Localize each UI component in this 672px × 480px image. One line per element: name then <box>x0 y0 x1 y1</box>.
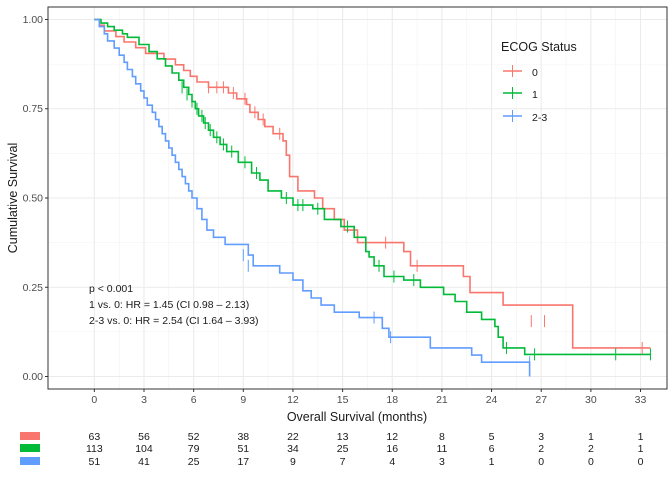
y-tick-label: 0.50 <box>23 193 44 205</box>
gridlines <box>48 7 667 389</box>
axis-ticks: 0 3 6 9 12 15 18 21 24 27 30 33 0.00 0.25 0.50 0.75 1.00 <box>23 6 668 406</box>
legend-keys <box>503 65 522 122</box>
x-axis-title: Overall Survival (months) <box>287 410 427 424</box>
hr-23-vs-0-text: 2-3 vs. 0: HR = 2.54 (CI 1.64 – 3.93) <box>89 315 259 327</box>
risk-count-0: 38 <box>237 431 249 443</box>
risk-count-2-3: 0 <box>538 456 544 468</box>
survival-curve-1 <box>94 18 651 356</box>
censor-marks <box>181 81 651 369</box>
risk-count-2-3: 51 <box>88 456 100 468</box>
risk-row-swatch-1 <box>20 444 40 452</box>
x-tick-label: 3 <box>141 394 147 406</box>
legend-label-0: 0 <box>532 67 538 79</box>
x-tick-label: 12 <box>287 394 299 406</box>
risk-count-2-3: 3 <box>439 456 445 468</box>
risk-count-0: 5 <box>489 431 495 443</box>
risk-count-1: 25 <box>337 443 349 455</box>
p-value-text: p < 0.001 <box>89 283 133 295</box>
x-tick-label: 6 <box>191 394 197 406</box>
x-tick-label: 21 <box>436 394 448 406</box>
risk-count-0: 13 <box>337 431 349 443</box>
risk-count-0: 1 <box>638 431 644 443</box>
risk-count-2-3: 4 <box>389 456 395 468</box>
risk-count-1: 2 <box>538 443 544 455</box>
legend-title: ECOG Status <box>501 40 577 54</box>
risk-count-1: 2 <box>588 443 594 455</box>
risk-count-2-3: 9 <box>290 456 296 468</box>
risk-row-swatch-2-3 <box>20 457 40 465</box>
stats-annotation: p < 0.001 1 vs. 0: HR = 1.45 (CI 0.98 – … <box>89 283 259 327</box>
y-tick-label: 0.00 <box>23 371 44 383</box>
risk-count-1: 16 <box>386 443 398 455</box>
risk-count-0: 56 <box>138 431 150 443</box>
risk-count-2-3: 0 <box>638 456 644 468</box>
legend-label-2-3: 2-3 <box>532 112 547 124</box>
legend: ECOG Status 0 1 2-3 <box>501 40 577 124</box>
survival-curve-2-3 <box>94 18 531 377</box>
risk-count-2-3: 41 <box>138 456 150 468</box>
x-tick-label: 15 <box>337 394 349 406</box>
risk-count-1: 34 <box>287 443 299 455</box>
risk-count-2-3: 7 <box>340 456 346 468</box>
risk-count-2-3: 25 <box>188 456 200 468</box>
x-tick-label: 0 <box>91 394 97 406</box>
x-tick-label: 18 <box>386 394 398 406</box>
x-tick-label: 24 <box>486 394 498 406</box>
x-tick-label: 33 <box>635 394 647 406</box>
y-axis-title: Cumulative Survival <box>6 143 20 253</box>
risk-count-1: 104 <box>135 443 153 455</box>
risk-count-1: 51 <box>237 443 249 455</box>
risk-count-0: 22 <box>287 431 299 443</box>
risk-count-1: 6 <box>489 443 495 455</box>
risk-count-1: 11 <box>436 443 447 455</box>
risk-count-0: 12 <box>386 431 398 443</box>
risk-count-0: 8 <box>439 431 445 443</box>
risk-count-1: 113 <box>86 443 103 455</box>
risk-count-0: 1 <box>588 431 594 443</box>
risk-count-2-3: 0 <box>588 456 594 468</box>
x-tick-label: 9 <box>240 394 246 406</box>
hr-1-vs-0-text: 1 vs. 0: HR = 1.45 (CI 0.98 – 2.13) <box>89 299 249 311</box>
panel-border <box>47 6 668 390</box>
risk-count-1: 1 <box>638 443 644 455</box>
y-tick-label: 1.00 <box>23 14 44 26</box>
risk-count-2-3: 17 <box>237 456 249 468</box>
risk-count-0: 52 <box>188 431 200 443</box>
x-tick-label: 30 <box>585 394 597 406</box>
survival-curve-0 <box>94 18 651 349</box>
risk-count-0: 3 <box>538 431 544 443</box>
risk-count-1: 79 <box>188 443 200 455</box>
legend-label-1: 1 <box>532 89 538 101</box>
y-tick-label: 0.75 <box>23 103 44 115</box>
survival-curves <box>94 18 651 377</box>
risk-row-swatch-0 <box>20 432 40 440</box>
y-tick-label: 0.25 <box>23 282 44 294</box>
risk-count-0: 63 <box>88 431 100 443</box>
risk-count-2-3: 1 <box>489 456 495 468</box>
x-tick-label: 27 <box>535 394 547 406</box>
